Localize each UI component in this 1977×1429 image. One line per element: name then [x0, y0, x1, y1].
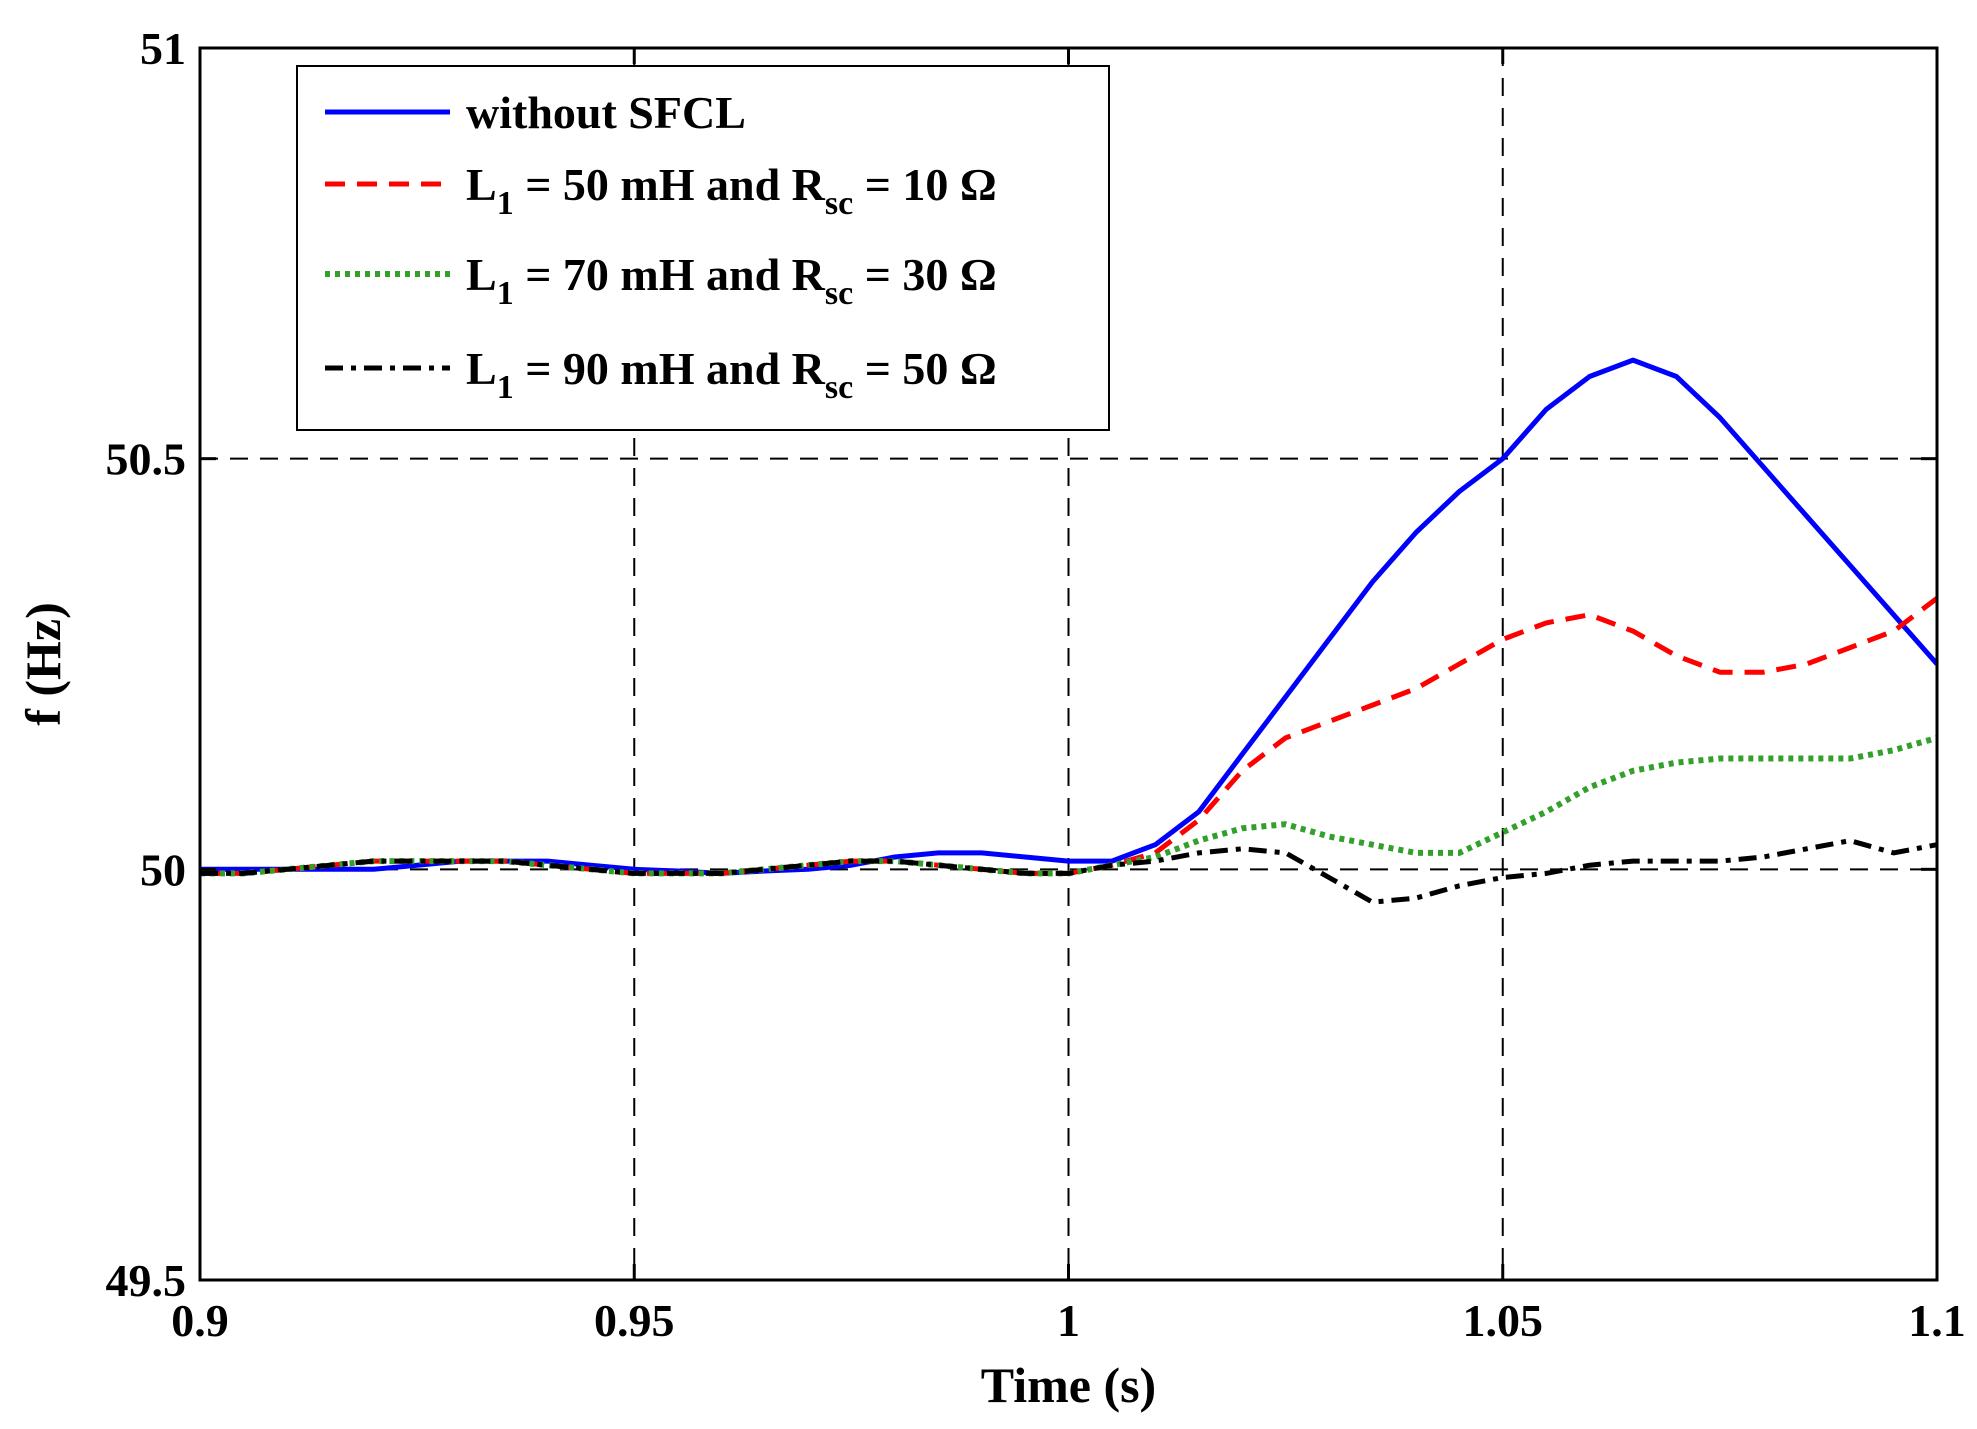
legend: without SFCL L1 = 50 mH and Rsc = 10 Ω L1 … — [296, 65, 1110, 431]
y-tick-label: 49.5 — [106, 1255, 187, 1306]
x-tick-label: 0.95 — [594, 1295, 675, 1346]
legend-label-2: L1 = 50 mH and Rsc = 10 Ω — [466, 159, 997, 222]
x-tick-label: 0.9 — [171, 1295, 229, 1346]
x-tick-label: 1.05 — [1463, 1295, 1544, 1346]
y-tick-label: 50 — [140, 844, 186, 895]
grid-lines — [200, 48, 1937, 1280]
y-tick-label: 51 — [140, 23, 186, 74]
x-tick-label: 1.1 — [1908, 1295, 1966, 1346]
legend-label-1: without SFCL — [466, 87, 746, 138]
series-line-4 — [200, 838, 1938, 905]
legend-label-4: L1 = 90 mH and Rsc = 50 Ω — [466, 343, 997, 406]
y-axis-label: f (Hz) — [15, 602, 71, 726]
series-lines — [200, 357, 1939, 905]
x-axis-label: Time (s) — [981, 1357, 1156, 1413]
x-tick-label: 1 — [1057, 1295, 1080, 1346]
axis-ticks: 0.9 0.95 1 1.05 1.1 49.5 50 50.5 51 — [106, 23, 1966, 1346]
legend-label-3: L1 = 70 mH and Rsc = 30 Ω — [466, 249, 997, 312]
y-tick-label: 50.5 — [106, 434, 187, 485]
